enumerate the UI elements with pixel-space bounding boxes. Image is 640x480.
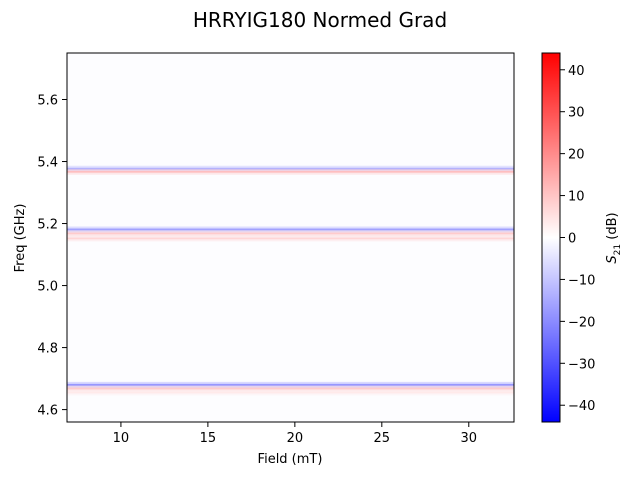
band [67, 387, 514, 390]
y-tick-label: 5.4 [37, 156, 58, 171]
colorbar-tick-label: 10 [568, 190, 585, 205]
colorbar-tick-label: 30 [568, 106, 585, 121]
band [67, 383, 514, 386]
colorbar-tick-label: 40 [568, 64, 585, 79]
colorbar-label-unit: (dB) [605, 212, 620, 243]
y-tick-label: 5.6 [37, 94, 58, 109]
y-tick-label: 4.8 [37, 342, 58, 357]
colorbar-tick-label: −40 [568, 399, 595, 414]
x-axis: 10 15 20 25 30 [113, 422, 477, 446]
colorbar-label: S21 (dB) [605, 212, 623, 263]
colorbar-label-sub: 21 [613, 244, 623, 255]
y-axis-label: Freq (GHz) [13, 204, 28, 273]
y-tick-label: 4.6 [37, 404, 58, 419]
colorbar-tick-label: −20 [568, 315, 595, 330]
x-tick-label: 10 [113, 431, 130, 446]
colorbar-gradient [541, 52, 561, 423]
heatmap-bands [67, 165, 514, 396]
colorbar-label-base: S [605, 255, 620, 263]
plot-area [66, 52, 515, 423]
band [67, 237, 514, 240]
colorbar-tick-label: −30 [568, 357, 595, 372]
x-tick-label: 20 [287, 431, 304, 446]
plot-frame [66, 52, 515, 423]
colorbar-tick-label: −10 [568, 273, 595, 288]
chart-title: HRRYIG180 Normed Grad [193, 8, 447, 32]
band [67, 170, 514, 173]
band [67, 391, 514, 394]
colorbar-tick-label: 20 [568, 148, 585, 163]
y-tick-label: 5.2 [37, 218, 58, 233]
x-tick-label: 30 [461, 431, 478, 446]
x-tick-label: 15 [200, 431, 217, 446]
band [67, 232, 514, 235]
colorbar-tick-label: 0 [568, 232, 576, 247]
x-axis-label: Field (mT) [258, 452, 323, 467]
y-tick-label: 5.0 [37, 280, 58, 295]
y-axis: 4.6 4.8 5.0 5.2 5.4 5.6 [37, 94, 67, 419]
band [67, 167, 514, 170]
x-tick-label: 25 [374, 431, 391, 446]
band [67, 228, 514, 231]
colorbar-ticks: −40 −30 −20 −10 0 10 20 30 40 [560, 64, 595, 414]
colorbar: −40 −30 −20 −10 0 10 20 30 40 S21 (dB) [541, 52, 623, 423]
